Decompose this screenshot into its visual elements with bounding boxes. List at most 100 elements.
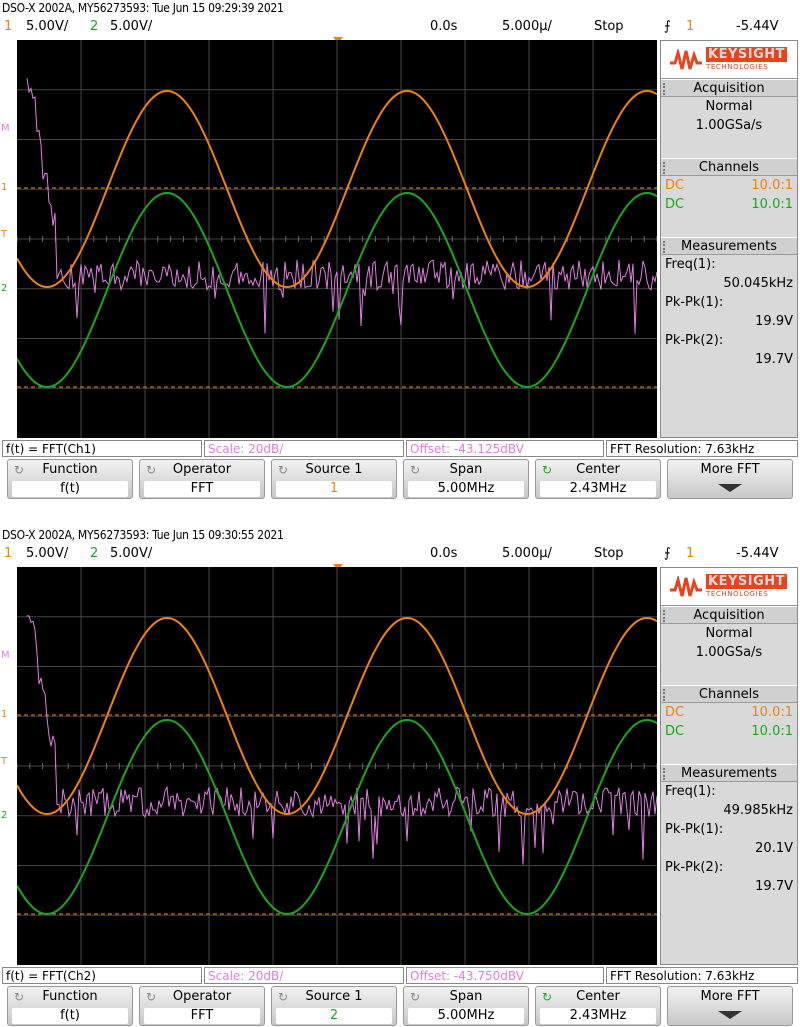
rotate-icon: ↻ — [278, 463, 289, 477]
ch1-number[interactable]: 1 — [4, 546, 13, 561]
waveform-display[interactable] — [17, 40, 657, 438]
acquisition-title[interactable]: Acquisition — [661, 79, 797, 97]
trigger-level[interactable]: -5.44V — [736, 546, 779, 561]
rotate-icon: ↻ — [410, 990, 421, 1004]
ch2-ground-marker[interactable]: 2 — [1, 810, 8, 821]
fft-scale: Scale: 20dB/ — [204, 967, 404, 984]
function-expression: f(t) = FFT(Ch2) — [2, 967, 202, 984]
rotate-icon: ↻ — [146, 990, 157, 1004]
scope-screen-2: DSO-X 2002A, MY56273593: Tue Jun 15 09:3… — [0, 527, 800, 1027]
meas-3-label: Pk-Pk(2): — [665, 333, 724, 348]
rotate-icon: ↻ — [278, 990, 289, 1004]
side-panel: KEYSIGHT TECHNOLOGIES Acquisition Normal… — [660, 567, 798, 965]
softkey-more-fft[interactable]: More FFT — [667, 986, 793, 1026]
meas-3-label: Pk-Pk(2): — [665, 860, 724, 875]
ch1-waveform — [17, 89, 657, 289]
trigger-edge-icon: ⨍ — [664, 19, 671, 34]
ch1-ground-marker[interactable]: 1 — [1, 182, 8, 193]
function-bar: f(t) = FFT(Ch2) Scale: 20dB/ Offset: -43… — [0, 967, 800, 985]
time-offset[interactable]: 0.0s — [430, 546, 458, 561]
status-bar: 1 5.00V/ 2 5.00V/ 0.0s 5.000µ/ Stop ⨍ 1 … — [0, 544, 800, 564]
rotate-icon: ↻ — [14, 463, 25, 477]
ch1-scale[interactable]: 5.00V/ — [26, 19, 69, 34]
channels-title[interactable]: Channels — [661, 685, 797, 703]
meas-2-value: 19.9V — [755, 314, 793, 329]
ch1-waveform — [17, 616, 657, 816]
run-state[interactable]: Stop — [594, 546, 624, 561]
meas-1-label: Freq(1): — [665, 257, 716, 272]
screen-header: DSO-X 2002A, MY56273593: Tue Jun 15 09:3… — [2, 528, 284, 542]
keysight-wave-icon — [670, 49, 702, 70]
ch2-ground-marker[interactable]: 2 — [1, 283, 8, 294]
ch1-scale[interactable]: 5.00V/ — [26, 546, 69, 561]
keysight-logo: KEYSIGHT TECHNOLOGIES — [661, 41, 797, 79]
ch1-info: DC 10.0:1 — [665, 178, 793, 193]
fft-offset: Offset: -43.750dBV — [406, 967, 604, 984]
trigger-level[interactable]: -5.44V — [736, 19, 779, 34]
time-scale[interactable]: 5.000µ/ — [502, 546, 552, 561]
math-marker[interactable]: M — [1, 650, 10, 661]
run-state[interactable]: Stop — [594, 19, 624, 34]
measurements-title[interactable]: Measurements — [661, 764, 797, 782]
trigger-level-marker[interactable]: T — [1, 756, 8, 767]
meas-1-label: Freq(1): — [665, 784, 716, 799]
rotate-icon: ↻ — [542, 463, 553, 477]
meas-3-value: 19.7V — [755, 352, 793, 367]
meas-2-value: 20.1V — [755, 841, 793, 856]
rotate-icon: ↻ — [410, 463, 421, 477]
softkey-span[interactable]: ↻ Span 5.00MHz — [403, 459, 529, 499]
meas-1-value: 50.045kHz — [723, 276, 793, 291]
ch2-number[interactable]: 2 — [90, 19, 99, 34]
rotate-icon: ↻ — [542, 990, 553, 1004]
function-expression: f(t) = FFT(Ch1) — [2, 440, 202, 457]
meas-2-label: Pk-Pk(1): — [665, 822, 724, 837]
fft-resolution: FFT Resolution: 7.63kHz — [606, 440, 798, 457]
ch2-waveform — [17, 191, 657, 389]
waveform-svg — [17, 40, 657, 438]
math-fft-trace — [26, 615, 657, 865]
time-scale[interactable]: 5.000µ/ — [502, 19, 552, 34]
ch1-ground-marker[interactable]: 1 — [1, 709, 8, 720]
measurements-title[interactable]: Measurements — [661, 237, 797, 255]
math-fft-trace — [26, 78, 657, 334]
time-offset[interactable]: 0.0s — [430, 19, 458, 34]
brand-sub: TECHNOLOGIES — [706, 590, 769, 598]
down-arrow-icon — [718, 484, 742, 492]
rotate-icon: ↻ — [14, 990, 25, 1004]
fft-resolution: FFT Resolution: 7.63kHz — [606, 967, 798, 984]
softkey-more-fft[interactable]: More FFT — [667, 459, 793, 499]
softkey-center[interactable]: ↻ Center 2.43MHz — [535, 986, 661, 1026]
trigger-source[interactable]: 1 — [686, 19, 695, 34]
sample-rate: 1.00GSa/s — [695, 645, 763, 660]
ch2-number[interactable]: 2 — [90, 546, 99, 561]
math-marker[interactable]: M — [1, 123, 10, 134]
ch1-number[interactable]: 1 — [4, 19, 13, 34]
ch2-scale[interactable]: 5.00V/ — [110, 546, 153, 561]
softkey-operator[interactable]: ↻ Operator FFT — [139, 459, 265, 499]
waveform-svg — [17, 567, 657, 965]
softkey-operator[interactable]: ↻ Operator FFT — [139, 986, 265, 1026]
sample-rate: 1.00GSa/s — [695, 118, 763, 133]
side-panel: KEYSIGHT TECHNOLOGIES Acquisition Normal… — [660, 40, 798, 438]
trigger-level-marker[interactable]: T — [1, 229, 8, 240]
softkey-function[interactable]: ↻ Function f(t) — [7, 986, 133, 1026]
softkey-span[interactable]: ↻ Span 5.00MHz — [403, 986, 529, 1026]
keysight-wave-icon — [670, 576, 702, 597]
acquisition-title[interactable]: Acquisition — [661, 606, 797, 624]
status-bar: 1 5.00V/ 2 5.00V/ 0.0s 5.000µ/ Stop ⨍ 1 … — [0, 17, 800, 37]
acquisition-mode: Normal — [705, 99, 753, 114]
waveform-display[interactable] — [17, 567, 657, 965]
channels-title[interactable]: Channels — [661, 158, 797, 176]
softkey-function[interactable]: ↻ Function f(t) — [7, 459, 133, 499]
trigger-source[interactable]: 1 — [686, 546, 695, 561]
ch2-scale[interactable]: 5.00V/ — [110, 19, 153, 34]
function-bar: f(t) = FFT(Ch1) Scale: 20dB/ Offset: -43… — [0, 440, 800, 458]
channel-markers: M 1 T 2 — [0, 40, 17, 438]
ch2-info: DC 10.0:1 — [665, 197, 793, 212]
acquisition-mode: Normal — [705, 626, 753, 641]
brand-name: KEYSIGHT — [706, 47, 787, 62]
softkey-center[interactable]: ↻ Center 2.43MHz — [535, 459, 661, 499]
